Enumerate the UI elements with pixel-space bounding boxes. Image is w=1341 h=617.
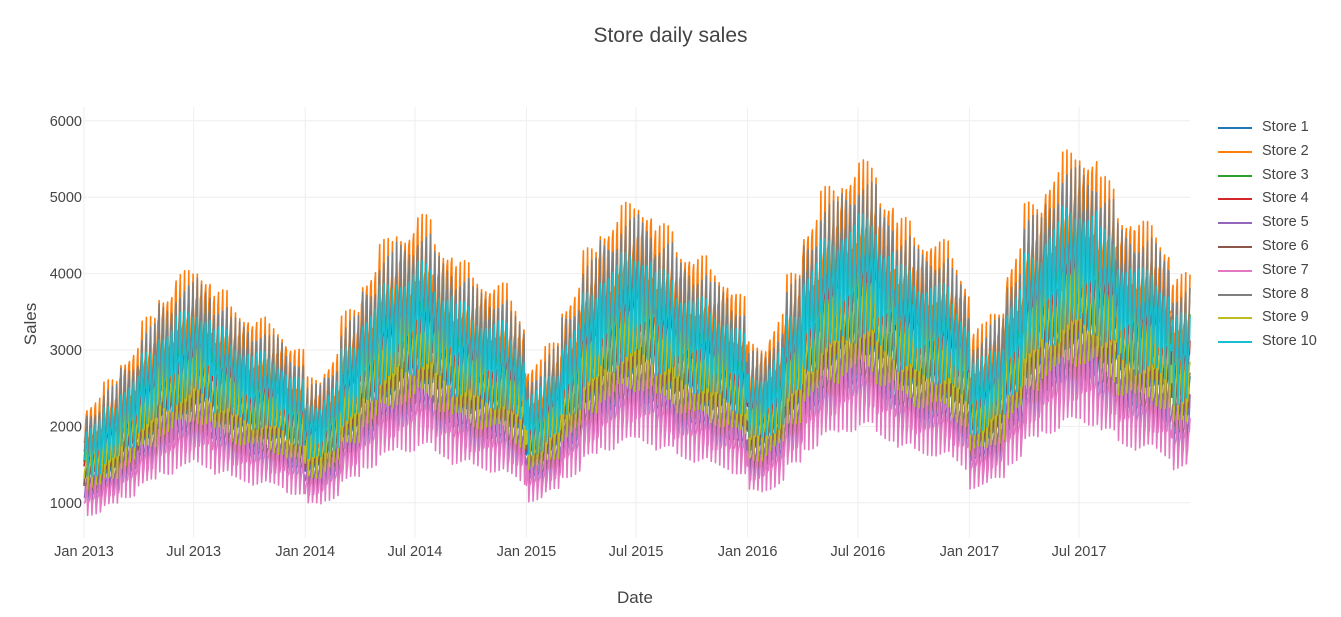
x-tick-label: Jul 2015 (609, 544, 664, 560)
series-layer (83, 149, 1191, 517)
y-axis-title: Sales (21, 302, 40, 346)
legend-swatch (1218, 269, 1252, 272)
x-tick-label: Jan 2017 (940, 544, 1000, 560)
legend-label: Store 10 (1262, 333, 1317, 350)
legend-swatch (1218, 127, 1252, 129)
legend-item[interactable]: Store 3 (1214, 164, 1336, 188)
x-axis-title: Date (617, 588, 653, 607)
x-tick-label: Jul 2013 (166, 544, 221, 560)
legend-swatch (1218, 150, 1252, 153)
y-tick-label: 3000 (50, 343, 82, 359)
x-tick-label: Jul 2017 (1052, 544, 1107, 560)
legend-item[interactable]: Store 7 (1214, 259, 1336, 283)
series-line (83, 345, 1191, 517)
y-tick-label: 1000 (50, 496, 82, 512)
y-tick-label: 6000 (50, 114, 82, 130)
series-line (83, 164, 1191, 465)
legend-item[interactable]: Store 8 (1214, 283, 1336, 307)
legend-label: Store 7 (1262, 261, 1309, 278)
legend-item[interactable]: Store 10 (1214, 330, 1336, 354)
y-tick-label: 2000 (50, 419, 82, 435)
x-tick-label: Jul 2014 (387, 544, 442, 560)
x-tick-label: Jan 2016 (718, 544, 778, 560)
legend-label: Store 5 (1262, 214, 1309, 231)
legend-item[interactable]: Store 5 (1214, 211, 1336, 235)
x-tick-label: Jan 2015 (497, 544, 557, 560)
legend-label: Store 3 (1262, 166, 1309, 183)
x-tick-label: Jan 2014 (275, 544, 335, 560)
legend-swatch (1218, 317, 1252, 320)
legend-label: Store 9 (1262, 309, 1309, 326)
x-tick-label: Jan 2013 (54, 544, 114, 560)
legend-swatch (1218, 198, 1252, 201)
legend-label: Store 4 (1262, 190, 1309, 207)
series-line (83, 205, 1191, 478)
legend-swatch (1218, 341, 1252, 344)
legend-label: Store 6 (1262, 237, 1309, 254)
legend-item[interactable]: Store 6 (1214, 235, 1336, 259)
legend-swatch (1218, 293, 1252, 296)
legend-item[interactable]: Store 2 (1214, 140, 1336, 164)
tick-labels: 1000 2000 3000 4000 5000 6000 Jan 2013 Jul 2013… (50, 114, 1107, 560)
legend-item[interactable]: Store 4 (1214, 187, 1336, 211)
legend-swatch (1218, 245, 1252, 248)
series-line (83, 318, 1191, 508)
y-tick-label: 5000 (50, 190, 82, 206)
legend-item[interactable]: Store 1 (1214, 116, 1336, 140)
chart-title: Store daily sales (593, 24, 748, 47)
legend: Store 1 Store 2 Store 3 Store 4 Store 5 Store… (1214, 116, 1336, 354)
legend-swatch (1218, 222, 1252, 225)
y-tick-label: 4000 (50, 267, 82, 283)
legend-label: Store 2 (1262, 142, 1309, 159)
legend-swatch (1218, 174, 1252, 177)
legend-label: Store 8 (1262, 285, 1309, 302)
series-line (83, 252, 1191, 491)
legend-item[interactable]: Store 9 (1214, 306, 1336, 330)
x-tick-label: Jul 2016 (830, 544, 885, 560)
legend-label: Store 1 (1262, 119, 1309, 135)
